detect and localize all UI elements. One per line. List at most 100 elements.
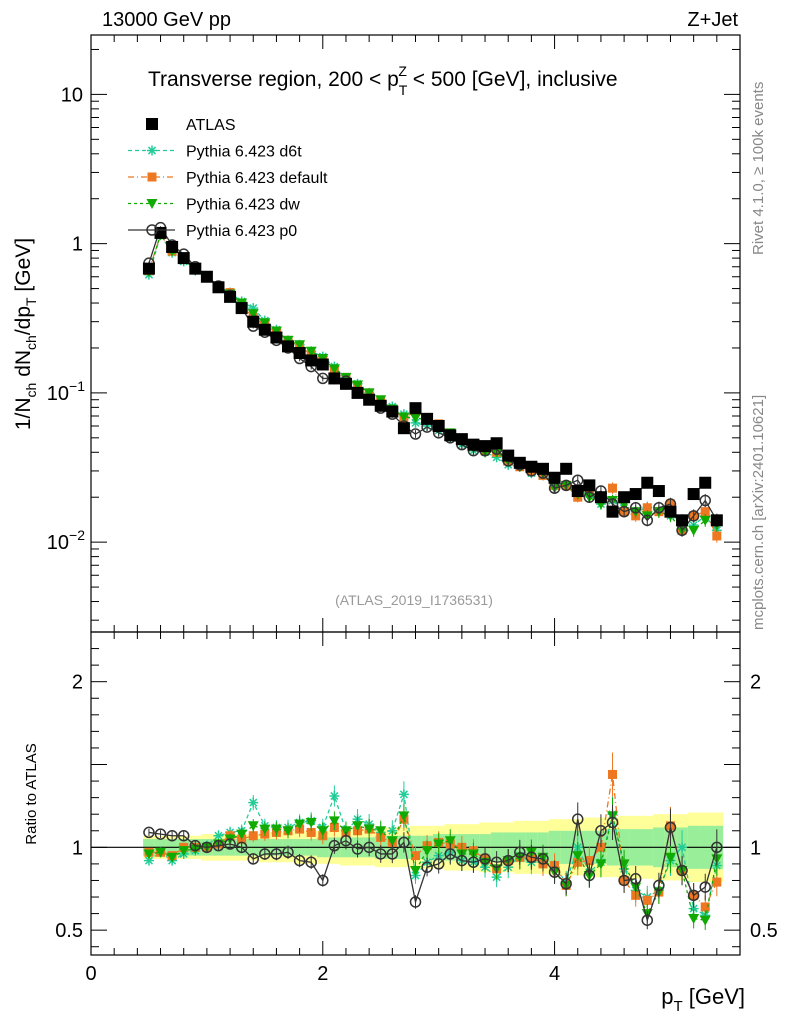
ratio-marker-pythia-6-423-default [306, 827, 316, 837]
ratio-marker-pythia-6-423-dw [166, 852, 178, 863]
ratio-marker-pythia-6-423-dw [294, 819, 306, 830]
main-y-tick-base: 10 [47, 383, 69, 405]
main-marker-pythia-6-423-dw [688, 525, 700, 536]
ratio-marker-pythia-6-423-dw [305, 817, 317, 828]
main-marker-atlas [351, 386, 364, 399]
main-marker-atlas [339, 377, 352, 390]
ratio-marker-pythia-6-423-default [596, 842, 606, 852]
main-marker-atlas [699, 476, 712, 489]
main-marker-pythia-6-423-default [712, 531, 722, 541]
ratio-marker-pythia-6-423-d6t-stroke [249, 798, 258, 807]
main-marker-pythia-6-423-default [700, 507, 710, 517]
main-marker-atlas [583, 479, 596, 492]
analysis-id: (ATLAS_2019_I1736531) [335, 592, 493, 608]
ratio-marker-pythia-6-423-p0 [177, 829, 190, 842]
legend-label-pythia-6-423-default: Pythia 6.423 default [186, 170, 328, 187]
legend-marker-pythia-6-423-dw [146, 199, 158, 209]
ratio-marker-pythia-6-423-dw [386, 836, 398, 847]
ratio-series-layer [143, 752, 723, 931]
main-y-tick-label: 10−1 [47, 378, 85, 405]
x-tick-label: 2 [317, 963, 328, 985]
main-marker-pythia-6-423-default [608, 483, 618, 493]
legend-marker-pythia-6-423-p0 [146, 224, 158, 236]
ratio-marker-pythia-6-423-p0 [444, 848, 457, 860]
main-marker-atlas [432, 420, 445, 433]
legend-label-atlas: ATLAS [186, 117, 236, 134]
ratio-marker-pythia-6-423-dw [433, 839, 445, 850]
ratio-marker-pythia-6-423-p0 [653, 879, 665, 892]
legend-marker-pythia-6-423-default [147, 172, 157, 182]
ratio-marker-pythia-6-423-dw [328, 816, 340, 827]
main-marker-pythia-6-423-dw [305, 346, 317, 357]
panel-title: Transverse region, 200 < pTZ < 500 [GeV]… [148, 63, 618, 98]
energy-label: 13000 GeV pp [102, 9, 231, 31]
main-marker-atlas [548, 471, 561, 484]
main-marker-atlas [560, 462, 573, 475]
main-marker-pythia-6-423-p0 [618, 505, 630, 518]
main-marker-pythia-6-423-p0 [629, 501, 642, 514]
ratio-marker-pythia-6-423-dw [317, 826, 329, 837]
ratio-marker-pythia-6-423-p0 [317, 874, 329, 887]
mcplots-label: mcplots.cern.ch [arXiv:2401.10621] [750, 395, 767, 630]
ratio-marker-pythia-6-423-d6t-stroke [399, 790, 408, 799]
main-marker-atlas [212, 281, 225, 294]
ratio-marker-pythia-6-423-dw [595, 859, 607, 870]
ratio-marker-pythia-6-423-d6t-stroke [330, 791, 339, 801]
main-marker-atlas [200, 270, 213, 283]
ratio-marker-pythia-6-423-dw [688, 914, 700, 925]
ratio-marker-pythia-6-423-dw [155, 847, 167, 858]
panel-title-subscript: T [399, 82, 408, 98]
main-marker-pythia-6-423-dw [259, 318, 271, 329]
ratio-marker-pythia-6-423-p0 [386, 848, 399, 860]
main-marker-pythia-6-423-p0 [409, 428, 422, 440]
main-marker-pythia-6-423-dw [247, 309, 259, 320]
ratio-marker-pythia-6-423-dw [618, 859, 630, 870]
ratio-y-axis-label: Ratio to ATLAS [23, 743, 40, 844]
ratio-marker-pythia-6-423-p0 [606, 816, 619, 829]
main-marker-pythia-6-423-p0 [583, 491, 596, 503]
main-marker-atlas [676, 514, 689, 527]
main-marker-atlas [374, 399, 387, 412]
ratio-marker-pythia-6-423-default [411, 851, 420, 861]
x-tick-label: 0 [85, 963, 96, 985]
main-marker-pythia-6-423-p0 [641, 514, 654, 527]
ratio-marker-pythia-6-423-p0 [166, 829, 178, 842]
ratio-y-tick-label-right: 0.5 [750, 920, 778, 942]
ratio-marker-pythia-6-423-default [642, 895, 652, 905]
ratio-marker-pythia-6-423-p0 [363, 841, 375, 854]
ratio-marker-pythia-6-423-p0 [676, 864, 688, 877]
main-marker-atlas [606, 505, 619, 518]
main-marker-atlas [282, 340, 295, 353]
ratio-marker-pythia-6-423-p0 [143, 826, 155, 839]
main-marker-atlas [664, 505, 677, 518]
ratio-marker-pythia-6-423-p0 [235, 841, 248, 854]
main-marker-pythia-6-423-default [642, 503, 652, 513]
main-marker-pythia-6-423-p0 [653, 501, 665, 514]
ratio-marker-pythia-6-423-p0 [687, 889, 700, 902]
ratio-marker-pythia-6-423-p0 [560, 878, 572, 890]
main-marker-atlas [397, 422, 410, 435]
main-marker-pythia-6-423-dw [363, 388, 375, 399]
ratio-marker-pythia-6-423-p0 [340, 834, 352, 847]
ratio-marker-pythia-6-423-p0 [212, 839, 225, 852]
ratio-marker-pythia-6-423-d6t-stroke [689, 904, 698, 913]
ratio-marker-pythia-6-423-d6t-stroke [214, 831, 223, 840]
ratio-marker-pythia-6-423-dw [236, 829, 248, 840]
ratio-marker-pythia-6-423-p0 [572, 813, 584, 825]
ratio-marker-pythia-6-423-dw [259, 824, 271, 835]
ratio-marker-pythia-6-423-default [248, 831, 258, 841]
ratio-marker-pythia-6-423-p0 [282, 846, 294, 859]
main-marker-atlas [710, 514, 723, 527]
main-marker-atlas [513, 456, 526, 469]
main-marker-pythia-6-423-p0 [699, 494, 711, 507]
ratio-marker-pythia-6-423-p0 [421, 861, 433, 873]
ratio-marker-pythia-6-423-p0 [270, 848, 283, 860]
main-marker-atlas [224, 290, 237, 303]
main-marker-pythia-6-423-dw [699, 515, 711, 526]
x-tick-label: 4 [549, 963, 560, 985]
main-y-tick-label: 10 [61, 84, 83, 106]
ratio-marker-pythia-6-423-dw [247, 821, 259, 832]
legend-label-pythia-6-423-p0: Pythia 6.423 p0 [186, 223, 297, 240]
main-marker-atlas [479, 440, 492, 453]
ratio-marker-pythia-6-423-p0 [398, 836, 410, 849]
